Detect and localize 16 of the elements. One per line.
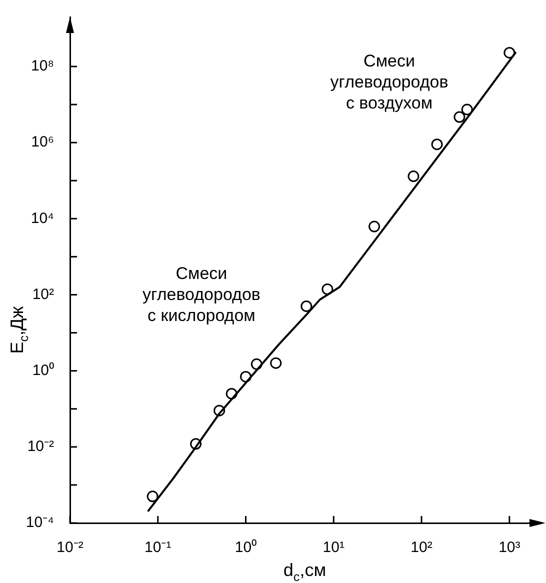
y-tick-label: 10⁶	[31, 134, 54, 151]
y-tick-label: 10⁰	[32, 362, 54, 379]
x-tick-label: 10⁻¹	[144, 539, 172, 556]
y-tick-label: 10⁻⁴	[26, 514, 54, 532]
y-tick-label: 10²	[32, 286, 54, 303]
y-tick-label: 10⁻²	[27, 438, 54, 456]
x-tick-label: 10⁰	[234, 539, 257, 556]
x-tick-label: 10⁻²	[56, 539, 84, 556]
y-tick-label: 10⁸	[30, 58, 54, 75]
y-tick-label: 10⁴	[30, 210, 54, 227]
x-tick-label: 10²	[410, 539, 432, 556]
y-axis-title: Ec,Дж	[6, 306, 31, 354]
annotation: Смеси углеводородов с воздухом	[330, 51, 448, 112]
x-tick-label: 10¹	[322, 539, 344, 556]
annotation: Смеси углеводородов с кислородом	[142, 264, 260, 325]
x-tick-label: 10³	[498, 539, 520, 556]
